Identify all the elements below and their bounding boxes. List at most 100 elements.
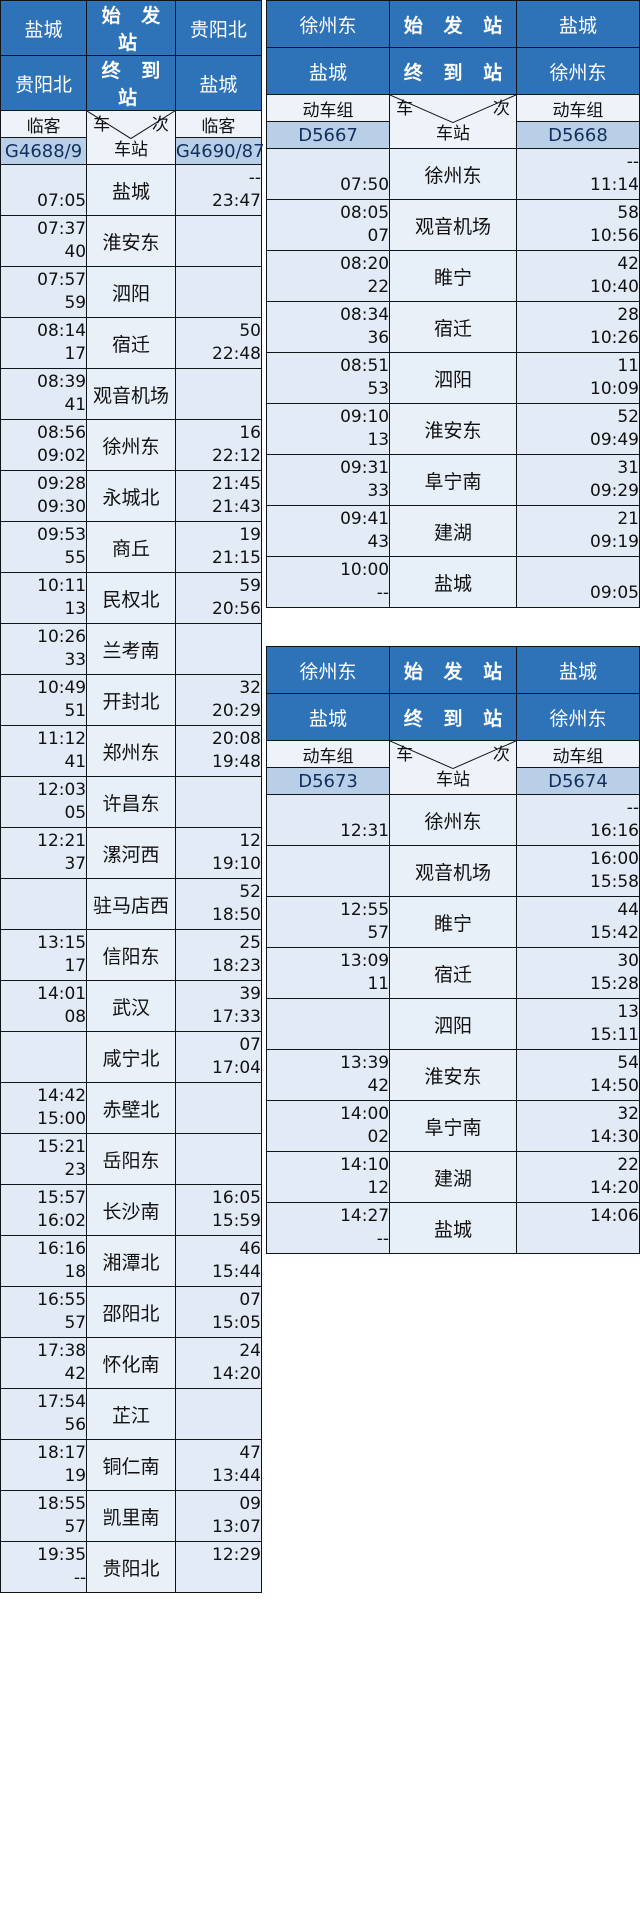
origin-row: 盐城始 发 站贵阳北 <box>0 0 263 56</box>
table-row: 13:39 42 淮安东 54 14:50 <box>265 1049 640 1101</box>
departure-time-left: 23 <box>64 1160 87 1180</box>
arrival-time-left: 10:00 <box>340 559 390 580</box>
times-left: 09:41 43 <box>265 505 391 557</box>
arrival-time-right: -- <box>248 167 261 188</box>
arrival-time-left: 13:39 <box>340 1052 390 1073</box>
arrival-time-left: 19:35 <box>37 1544 87 1565</box>
station-name: 宿迁 <box>389 947 517 999</box>
arrival-time-right: 22 <box>617 1154 639 1175</box>
train-number-right[interactable]: G4690/87 <box>174 137 265 165</box>
timetable-right-bottom: 徐州东始 发 站盐城 盐城终 到 站徐州东 动车组车次车站 动车组 D5673 D5674… <box>265 646 640 1254</box>
times-right: 12 19:10 <box>174 827 263 879</box>
station-name: 商丘 <box>86 521 176 573</box>
terminus-label: 终 到 站 <box>389 693 517 741</box>
terminus-left: 盐城 <box>265 693 391 741</box>
terminus-right: 徐州东 <box>515 47 640 95</box>
departure-time-left: -- <box>376 583 390 603</box>
arrival-time-right: 32 <box>239 677 261 698</box>
departure-time-left: 57 <box>367 923 390 943</box>
times-left: 09:28 09:30 <box>0 470 88 522</box>
table-row: 14:27 -- 盐城 14:06 <box>265 1202 640 1254</box>
times-right: 21:45 21:43 <box>174 470 263 522</box>
table-row: 07:57 59 泗阳 <box>0 266 263 318</box>
train-number-left[interactable]: G4688/9 <box>0 137 88 165</box>
times-right: 52 09:49 <box>515 403 640 455</box>
arrival-time-left: 14:10 <box>340 1154 390 1175</box>
arrival-time-right: 12 <box>239 830 261 851</box>
station-name: 赤壁北 <box>86 1082 176 1134</box>
table-row: 09:41 43 建湖 21 09:19 <box>265 505 640 557</box>
table-row: 12:55 57 睢宁 44 15:42 <box>265 896 640 948</box>
times-left: 07:50 <box>265 148 391 200</box>
arrival-time-right: 28 <box>617 304 639 325</box>
departure-time-right <box>176 1108 261 1131</box>
departure-time-right: 14:20 <box>212 1364 261 1384</box>
table-row: 08:56 09:02 徐州东 16 22:12 <box>0 419 263 471</box>
times-right: 47 13:44 <box>174 1439 263 1491</box>
times-right: 14:06 <box>515 1202 640 1254</box>
table-row: 泗阳 13 15:11 <box>265 998 640 1050</box>
station-name: 建湖 <box>389 1151 517 1203</box>
table-slot-right-top: 徐州东始 发 站盐城 盐城终 到 站徐州东 动车组车次车站 动车组 D5667 D5668… <box>265 0 640 608</box>
arrival-time-left: 09:10 <box>340 406 390 427</box>
departure-time-left: 07:05 <box>37 190 87 211</box>
table-row: 14:10 12 建湖 22 14:20 <box>265 1151 640 1203</box>
arrival-time-left: 09:31 <box>340 457 390 478</box>
arrival-time-right: 30 <box>617 950 639 971</box>
arrival-time-right: 16:00 <box>590 848 639 869</box>
departure-time-left: 37 <box>64 854 87 874</box>
departure-time-right: 18:50 <box>212 905 261 925</box>
departure-time-left: 42 <box>64 1364 87 1384</box>
departure-time-left: 12 <box>367 1178 390 1198</box>
train-number-right[interactable]: D5674 <box>515 767 640 795</box>
table-row: 10:49 51 开封北 32 20:29 <box>0 674 263 726</box>
arrival-time-right: 20:08 <box>212 728 261 749</box>
station-name: 长沙南 <box>86 1184 176 1236</box>
departure-time-right: 15:58 <box>590 872 639 892</box>
departure-time-left: 13 <box>367 430 390 450</box>
arrival-time-right <box>176 1391 261 1414</box>
departure-time-left: -- <box>376 1229 390 1249</box>
departure-time-right: 21:15 <box>212 548 261 568</box>
departure-time-left: 53 <box>367 379 390 399</box>
departure-time-left: 40 <box>64 242 87 262</box>
station-name: 观音机场 <box>389 199 517 251</box>
times-right <box>174 623 263 675</box>
table-row: 12:03 05 许昌东 <box>0 776 263 828</box>
train-number-left[interactable]: D5667 <box>265 121 391 149</box>
times-left: 09:31 33 <box>265 454 391 506</box>
departure-time-right <box>176 241 261 264</box>
terminus-row: 盐城终 到 站徐州东 <box>265 47 640 95</box>
times-left: 08:14 17 <box>0 317 88 369</box>
table-row: 观音机场 16:00 15:58 <box>265 845 640 897</box>
times-right: 19 21:15 <box>174 521 263 573</box>
departure-time-left: 02 <box>367 1127 390 1147</box>
arrival-time-right: 58 <box>617 202 639 223</box>
arrival-time-right: 59 <box>239 575 261 596</box>
departure-time-right <box>176 1159 261 1182</box>
train-number-left[interactable]: D5673 <box>265 767 391 795</box>
departure-time-left <box>1 1057 86 1080</box>
origin-row: 徐州东始 发 站盐城 <box>265 646 640 694</box>
departure-time-right: 19:48 <box>212 752 261 772</box>
departure-time-right: 10:56 <box>590 226 639 246</box>
arrival-time-right <box>176 779 261 802</box>
departure-time-right <box>176 394 261 417</box>
table-row: 14:01 08 武汉 39 17:33 <box>0 980 263 1032</box>
departure-time-right <box>176 292 261 315</box>
arrival-time-right: 52 <box>617 406 639 427</box>
times-right: 13 15:11 <box>515 998 640 1050</box>
departure-time-left: 22 <box>367 277 390 297</box>
departure-time-left: 18 <box>64 1262 87 1282</box>
times-left: 10:00 -- <box>265 556 391 608</box>
times-right: -- 23:47 <box>174 164 263 216</box>
times-right: 22 14:20 <box>515 1151 640 1203</box>
arrival-time-right: 25 <box>239 932 261 953</box>
arrival-time-left: 14:42 <box>37 1085 87 1106</box>
train-number-right[interactable]: D5668 <box>515 121 640 149</box>
departure-time-right: 14:50 <box>590 1076 639 1096</box>
times-right: 39 17:33 <box>174 980 263 1032</box>
arrival-time-right: 21 <box>617 508 639 529</box>
station-name: 泗阳 <box>86 266 176 318</box>
station-name: 贵阳北 <box>86 1541 176 1593</box>
